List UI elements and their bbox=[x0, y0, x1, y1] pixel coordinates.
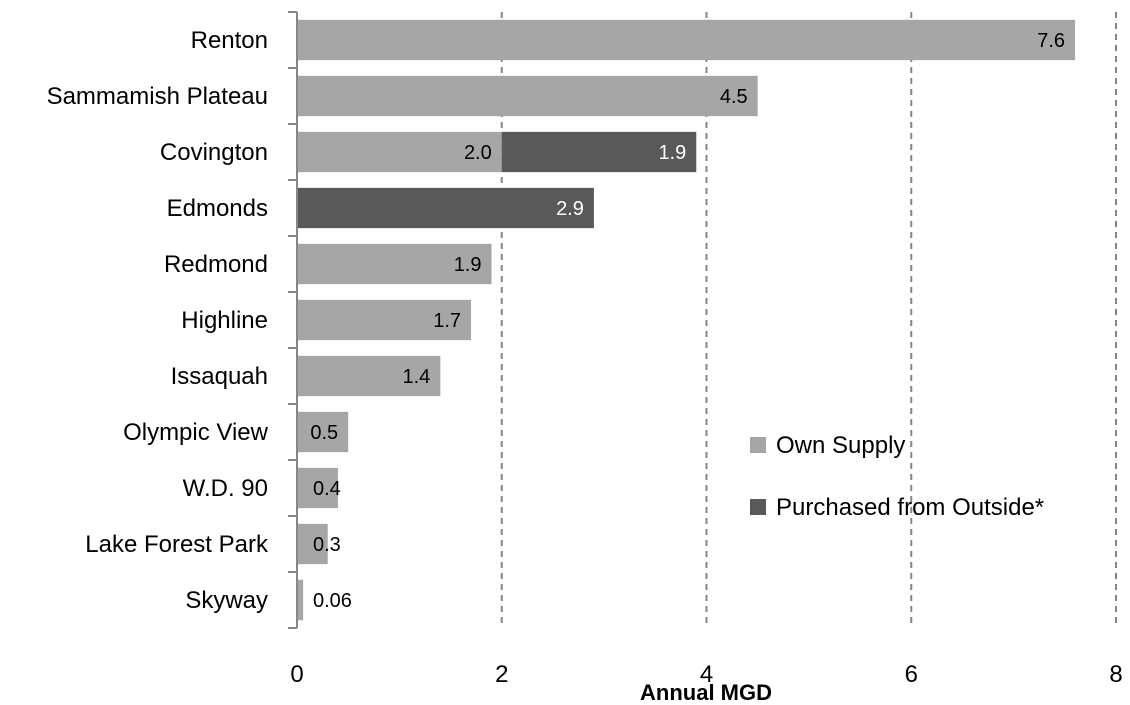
category-label: Issaquah bbox=[171, 363, 268, 390]
axes bbox=[288, 11, 298, 629]
data-label: 7.6 bbox=[1037, 30, 1065, 52]
x-tick-label: 4 bbox=[700, 661, 713, 688]
data-label: 0.06 bbox=[313, 590, 352, 612]
data-label: 0.5 bbox=[310, 422, 338, 444]
data-label: 1.9 bbox=[454, 254, 482, 276]
x-tick-label: 6 bbox=[905, 661, 918, 688]
category-label: Redmond bbox=[164, 251, 268, 278]
data-label: 4.5 bbox=[720, 86, 748, 108]
data-label: 1.7 bbox=[433, 310, 461, 332]
bar-sammamish-plateau-own-supply bbox=[297, 75, 758, 117]
bar-lake-forest-park-own-supply bbox=[297, 523, 328, 565]
bar-edmonds-purchased bbox=[297, 187, 594, 229]
category-label: Skyway bbox=[185, 587, 268, 614]
bar-skyway-own-supply bbox=[297, 579, 304, 621]
category-label: W.D. 90 bbox=[183, 475, 268, 502]
data-label: 1.9 bbox=[658, 142, 686, 164]
legend-label: Purchased from Outside* bbox=[776, 494, 1044, 521]
category-label: Sammamish Plateau bbox=[47, 83, 268, 110]
bars: 7.6 4.5 2.0 1.9 2.9 1.9 1.7 1.4 0.5 0.4 0.3 0.06 bbox=[297, 19, 1076, 621]
bar-issaquah-own-supply bbox=[297, 355, 441, 397]
legend: Own Supply Purchased from Outside* bbox=[750, 432, 1044, 521]
legend-label: Own Supply bbox=[776, 432, 905, 459]
bar-highline-own-supply bbox=[297, 299, 472, 341]
category-label: Renton bbox=[191, 27, 268, 54]
category-label: Olympic View bbox=[123, 419, 269, 446]
category-label: Highline bbox=[181, 307, 268, 334]
legend-swatch bbox=[750, 499, 766, 515]
category-label: Covington bbox=[160, 139, 268, 166]
legend-swatch bbox=[750, 437, 766, 453]
data-label: 2.9 bbox=[556, 198, 584, 220]
x-tick-label: 2 bbox=[495, 661, 508, 688]
x-axis-title: Annual MGD bbox=[640, 680, 772, 705]
bar-covington-own-supply bbox=[297, 131, 502, 173]
data-label: 0.4 bbox=[313, 478, 341, 500]
bar-redmond-own-supply bbox=[297, 243, 492, 285]
category-labels: Renton Sammamish Plateau Covington Edmonds R… bbox=[47, 27, 269, 614]
x-tick-label: 8 bbox=[1109, 661, 1122, 688]
bar-renton-own-supply bbox=[297, 19, 1076, 61]
x-tick-labels: 0 2 4 6 8 bbox=[290, 661, 1122, 688]
bar-olympic-view-own-supply bbox=[297, 411, 349, 453]
category-label: Lake Forest Park bbox=[85, 531, 269, 558]
data-label: 2.0 bbox=[464, 142, 492, 164]
bar-covington-purchased bbox=[501, 131, 697, 173]
x-tick-label: 0 bbox=[290, 661, 303, 688]
data-label: 0.3 bbox=[313, 534, 341, 556]
data-label: 1.4 bbox=[403, 366, 431, 388]
bar-w-d-90-own-supply bbox=[297, 467, 338, 509]
category-label: Edmonds bbox=[167, 195, 268, 222]
